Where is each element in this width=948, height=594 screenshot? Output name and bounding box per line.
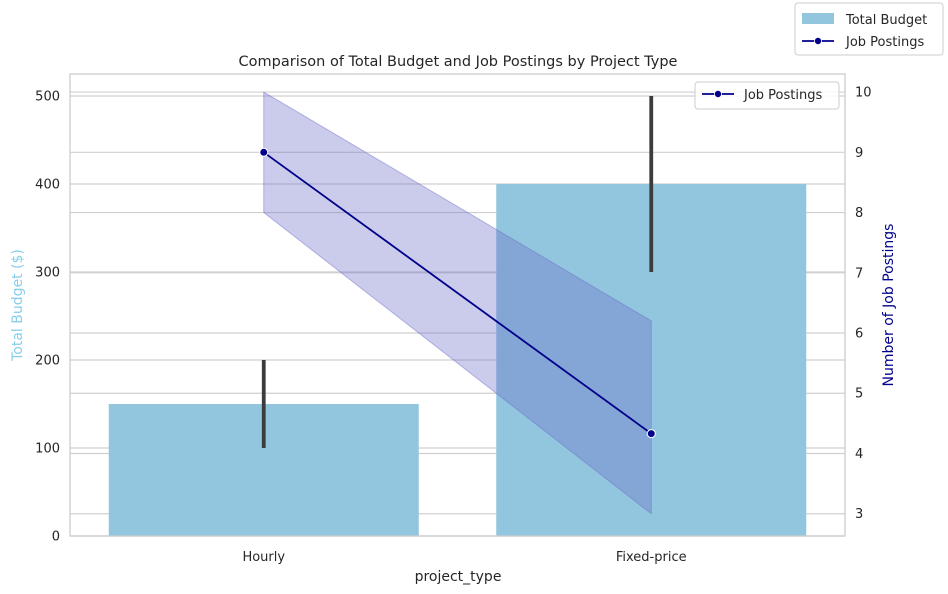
y2-tick-label: 4 [855,447,863,462]
error-bars [261,96,654,448]
axes-legend-label: Job Postings [743,88,822,103]
y2-tick-label: 10 [855,86,872,101]
job-postings-point-fixed-price [646,429,656,439]
y-axis-label: Total Budget ($) [10,249,26,362]
axes-legend: Job Postings [694,81,840,110]
figure-legend-bar-swatch [802,13,834,24]
y2-axis-label: Number of Job Postings [881,224,897,387]
y-tick-label: 400 [35,178,60,193]
x-axis-label: project_type [415,569,502,585]
job-postings-line-layer [259,147,656,439]
y2-tick-label: 8 [855,206,863,221]
y-tick-label: 200 [35,354,60,369]
y2-tick-labels: 3 4 5 6 7 8 9 10 [855,86,872,523]
y2-tick-label: 9 [855,146,863,161]
y2-tick-label: 6 [855,327,863,342]
x-tick-labels: Hourly Fixed-price [242,550,686,565]
job-postings-point-hourly [259,147,269,157]
y2-tick-label: 5 [855,387,863,402]
y-tick-label: 300 [35,266,60,281]
y-tick-label: 0 [52,530,60,545]
figure-legend-label-budget: Total Budget [845,13,927,28]
y2-tick-label: 3 [855,507,863,522]
figure-legend: Total Budget Job Postings [794,2,944,56]
job-postings-line [263,151,652,435]
chart-title: Comparison of Total Budget and Job Posti… [239,54,678,70]
y-tick-label: 100 [35,442,60,457]
y-tick-labels: 0 100 200 300 400 500 [35,90,60,545]
x-tick-label: Fixed-price [616,550,687,565]
y-tick-label: 500 [35,90,60,105]
x-tick-label: Hourly [242,550,285,565]
axes-legend-marker-swatch [714,90,723,99]
figure-legend-marker-swatch [814,37,823,46]
job-postings-ci-band [263,91,652,515]
figure-legend-label-postings: Job Postings [845,35,924,50]
y2-tick-label: 7 [855,266,863,281]
plot-frame [69,73,846,537]
